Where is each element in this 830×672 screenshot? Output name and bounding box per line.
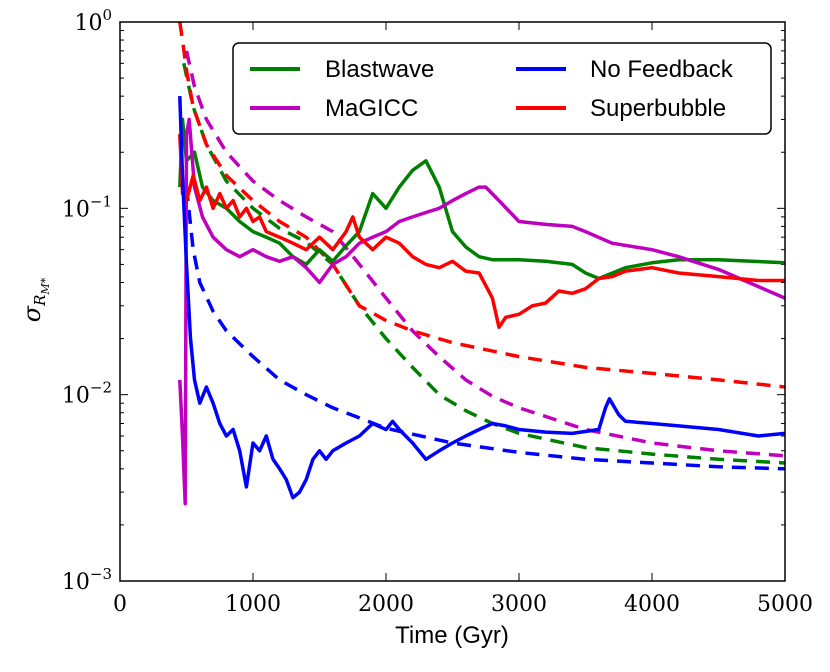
legend-label-no-feedback: No Feedback (590, 56, 734, 83)
series-magicc (178, 117, 785, 506)
y-tick-label: 100 (74, 6, 112, 36)
x-tick-label: 4000 (624, 592, 680, 617)
x-tick-label: 2000 (358, 592, 414, 617)
legend-label-superbubble: Superbubble (590, 95, 726, 122)
svg-text:σRM*: σRM* (18, 277, 52, 322)
x-tick-label: 1000 (225, 592, 281, 617)
x-axis-label: Time (Gyr) (395, 622, 509, 649)
y-axis-label-base: σ (18, 305, 46, 322)
y-axis-label-sub: R (31, 295, 49, 307)
y-tick-label: 10−1 (62, 192, 112, 222)
y-axis-label-subsub: M* (39, 277, 52, 295)
series-magicc-model (184, 50, 785, 458)
y-tick-label: 10−2 (62, 379, 112, 409)
series-layer (178, 22, 785, 506)
series-no-feedback (178, 96, 785, 500)
legend-label-blastwave: Blastwave (325, 56, 434, 83)
x-tick-label: 5000 (757, 592, 813, 617)
series-superbubble (178, 134, 785, 330)
x-tick-label: 3000 (491, 592, 547, 617)
legend-box (232, 42, 772, 135)
plot-frame (119, 21, 786, 582)
series-blastwave-model (182, 62, 785, 465)
series-no-feedback-model (184, 186, 785, 471)
y-tick-label: 10−3 (62, 565, 112, 595)
legend-label-magicc: MaGICC (325, 95, 418, 122)
x-tick-label: 0 (113, 592, 127, 617)
tick-labels: 0 1000 2000 3000 4000 5000 10−3 10−2 10−1 100 (62, 6, 813, 617)
legend: Blastwave MaGICC No Feedback Superbubble (232, 42, 772, 135)
y-axis-label: σRM* (18, 277, 52, 322)
